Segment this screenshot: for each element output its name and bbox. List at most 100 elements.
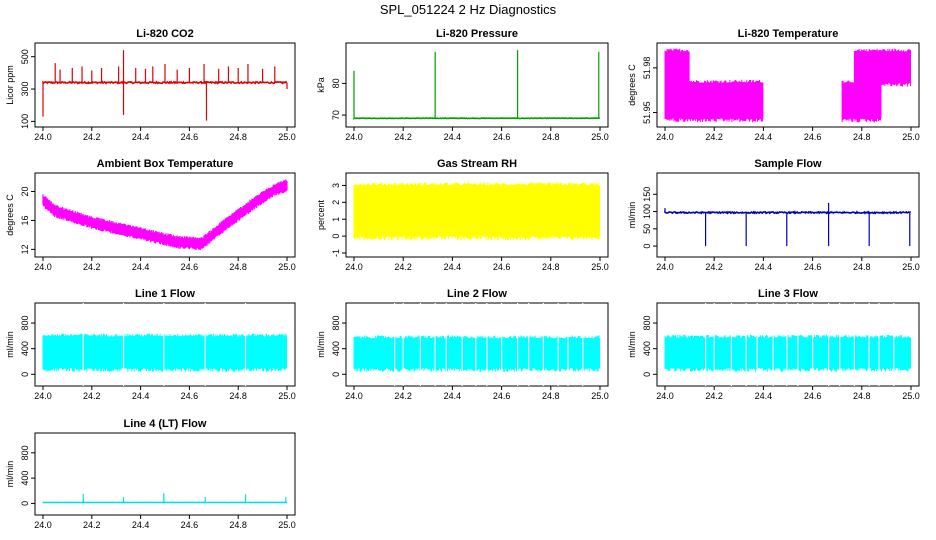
plot-frame [656, 302, 920, 387]
plot-frame [345, 302, 609, 387]
y-axis-label: ml/min [627, 331, 637, 358]
y-axis-label: Licor ppm [5, 65, 15, 105]
x-tick-label: 24.4 [132, 132, 150, 142]
x-tick-label: 24.4 [755, 132, 773, 142]
panel-title: Line 2 Flow [447, 288, 507, 300]
y-axis-label: kPa [316, 77, 326, 93]
x-tick-label: 24.8 [542, 132, 560, 142]
series-group [42, 50, 288, 121]
x-tick-label: 25.0 [591, 391, 609, 401]
y-tick-label: 100 [642, 204, 652, 219]
x-tick-label: 24.4 [755, 391, 773, 401]
x-tick-label: 24.0 [656, 262, 674, 272]
x-tick-label: 24.2 [394, 262, 412, 272]
panel-1: Li-820 CO2 24.0 24.2 24.4 24.6 24.8 25.0 100 300… [5, 28, 296, 142]
band-edge [664, 334, 911, 372]
y-axis-label: ml/min [627, 202, 637, 229]
series-group [42, 493, 287, 504]
x-tick-label: 24.8 [853, 262, 871, 272]
panel-title: Line 1 Flow [135, 288, 195, 300]
series-line [353, 117, 600, 120]
y-tick-label: 100 [20, 114, 30, 129]
x-tick-label: 24.6 [181, 262, 199, 272]
x-tick-label: 24.6 [181, 132, 199, 142]
x-tick-label: 24.2 [705, 262, 723, 272]
series-group [664, 202, 911, 247]
band-edge [353, 182, 600, 241]
x-tick-label: 24.4 [444, 262, 462, 272]
series-group [664, 48, 911, 123]
x-tick-label: 25.0 [278, 262, 296, 272]
x-tick-label: 24.2 [83, 262, 101, 272]
x-tick-label: 25.0 [902, 132, 920, 142]
x-tick-label: 24.4 [132, 262, 150, 272]
x-tick-label: 24.2 [394, 391, 412, 401]
y-tick-label: 51.95 [642, 101, 652, 124]
x-tick-label: 24.0 [34, 262, 52, 272]
x-tick-label: 24.8 [229, 391, 247, 401]
y-tick-label: 400 [331, 341, 341, 356]
y-tick-label: 2 [331, 200, 341, 205]
x-tick-label: 24.2 [394, 132, 412, 142]
plot-frame [656, 42, 920, 128]
panel-5: Gas Stream RH 24.0 24.2 24.4 24.6 24.8 25.0 -1 0… [316, 158, 609, 272]
panel-10: Line 4 (LT) Flow 24.0 24.2 24.4 24.6 24.8 25.0… [5, 418, 296, 530]
y-tick-label: 50 [642, 224, 652, 234]
y-tick-label: 800 [331, 316, 341, 331]
y-tick-label: 1 [331, 217, 341, 222]
plot-frame [656, 172, 920, 258]
x-tick-label: 24.2 [83, 520, 101, 530]
x-tick-label: 24.8 [853, 391, 871, 401]
x-tick-label: 24.8 [542, 262, 560, 272]
panel-4: Ambient Box Temperature 24.0 24.2 24.4 24.6 2… [5, 158, 296, 272]
page-title: SPL_051224 2 Hz Diagnostics [379, 2, 557, 17]
x-tick-label: 24.8 [853, 132, 871, 142]
panel-title: Li-820 Pressure [436, 28, 518, 40]
y-tick-label: 800 [20, 316, 30, 331]
x-tick-label: 25.0 [591, 262, 609, 272]
series-line [664, 210, 911, 215]
x-tick-label: 24.0 [656, 132, 674, 142]
band-edge [853, 48, 911, 87]
plot-frame [34, 42, 296, 128]
y-tick-label: 800 [20, 445, 30, 460]
x-tick-label: 24.0 [345, 391, 363, 401]
y-tick-label: 16 [20, 215, 30, 225]
x-tick-label: 24.0 [345, 132, 363, 142]
x-tick-label: 24.8 [542, 391, 560, 401]
band-edge [689, 79, 763, 123]
y-tick-label: 0 [642, 372, 652, 377]
panel-title: Li-820 CO2 [136, 28, 193, 40]
x-tick-label: 24.4 [755, 262, 773, 272]
series-group [353, 303, 600, 386]
series-group [664, 303, 911, 386]
x-tick-label: 24.4 [444, 391, 462, 401]
x-tick-label: 24.8 [229, 262, 247, 272]
panel-title: Gas Stream RH [437, 158, 517, 170]
x-tick-label: 25.0 [278, 520, 296, 530]
y-tick-label: 80 [331, 78, 341, 88]
y-tick-label: 800 [642, 316, 652, 331]
y-tick-label: -1 [331, 249, 341, 257]
panel-8: Line 2 Flow 24.0 24.2 24.4 24.6 24.8 25.0 0 400 8… [316, 288, 609, 401]
plot-frame [34, 172, 296, 258]
y-axis-label: ml/min [5, 461, 15, 488]
panel-2: Li-820 Pressure 24.0 24.2 24.4 24.6 24.8 25.0 7… [316, 28, 609, 142]
y-tick-label: 0 [642, 244, 652, 249]
band-edge [353, 335, 600, 372]
x-tick-label: 24.6 [804, 391, 822, 401]
x-tick-label: 24.0 [345, 262, 363, 272]
y-tick-label: 3 [331, 183, 341, 188]
plot-frame [34, 432, 296, 516]
x-tick-label: 24.6 [493, 262, 511, 272]
y-axis-label: degrees C [627, 64, 637, 106]
series-group [42, 179, 288, 250]
panel-7: Line 1 Flow 24.0 24.2 24.4 24.6 24.8 25.0 0 400 8… [5, 288, 296, 401]
panel-9: Line 3 Flow 24.0 24.2 24.4 24.6 24.8 25.0 0 400 8… [627, 288, 920, 401]
y-tick-label: 0 [331, 372, 341, 377]
x-tick-label: 25.0 [902, 262, 920, 272]
y-tick-label: 20 [20, 186, 30, 196]
x-tick-label: 24.2 [705, 391, 723, 401]
panel-title: Li-820 Temperature [738, 28, 839, 40]
x-tick-label: 24.6 [181, 520, 199, 530]
